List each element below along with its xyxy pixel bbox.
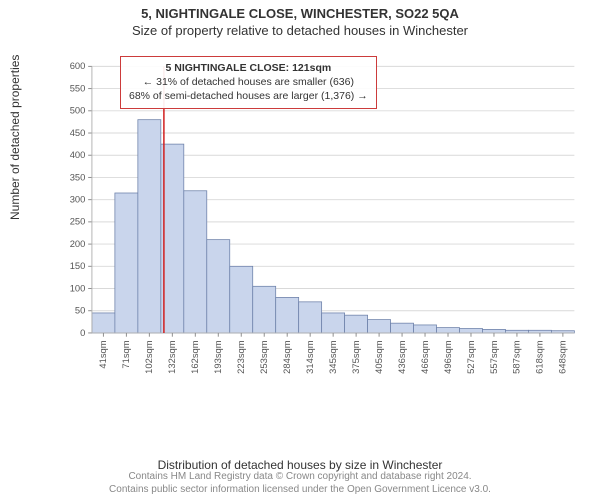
svg-text:527sqm: 527sqm xyxy=(466,340,476,374)
footer-line-2: Contains public sector information licen… xyxy=(0,483,600,496)
svg-text:200: 200 xyxy=(70,239,86,249)
svg-text:102sqm: 102sqm xyxy=(144,340,154,374)
svg-text:193sqm: 193sqm xyxy=(213,340,223,374)
svg-text:587sqm: 587sqm xyxy=(512,340,522,374)
svg-text:50: 50 xyxy=(75,306,85,316)
svg-text:253sqm: 253sqm xyxy=(259,340,269,374)
svg-text:223sqm: 223sqm xyxy=(236,340,246,374)
svg-text:71sqm: 71sqm xyxy=(121,340,131,368)
svg-text:162sqm: 162sqm xyxy=(190,340,200,374)
svg-text:466sqm: 466sqm xyxy=(420,340,430,374)
svg-text:648sqm: 648sqm xyxy=(558,340,568,374)
svg-text:557sqm: 557sqm xyxy=(489,340,499,374)
footer-attribution: Contains HM Land Registry data © Crown c… xyxy=(0,470,600,496)
annotation-line-1: 5 NIGHTINGALE CLOSE: 121sqm xyxy=(129,61,368,75)
svg-text:41sqm: 41sqm xyxy=(98,340,108,368)
footer-line-1: Contains HM Land Registry data © Crown c… xyxy=(0,470,600,483)
chart-area: 0 50 100 150 200 250 300 350 400 450 500 550 600 41sq… xyxy=(60,50,580,400)
svg-text:314sqm: 314sqm xyxy=(305,340,315,374)
chart-subtitle: Size of property relative to detached ho… xyxy=(0,23,600,38)
svg-text:132sqm: 132sqm xyxy=(167,340,177,374)
annotation-line-3: 68% of semi-detached houses are larger (… xyxy=(129,89,368,103)
svg-text:100: 100 xyxy=(70,283,86,293)
svg-text:350: 350 xyxy=(70,172,86,182)
svg-text:618sqm: 618sqm xyxy=(535,340,545,374)
svg-text:284sqm: 284sqm xyxy=(282,340,292,374)
svg-text:375sqm: 375sqm xyxy=(351,340,361,374)
svg-text:436sqm: 436sqm xyxy=(397,340,407,374)
svg-text:0: 0 xyxy=(80,328,85,338)
svg-text:450: 450 xyxy=(70,128,86,138)
svg-text:500: 500 xyxy=(70,106,86,116)
svg-text:496sqm: 496sqm xyxy=(443,340,453,374)
svg-text:400: 400 xyxy=(70,150,86,160)
annotation-line-2: ← 31% of detached houses are smaller (63… xyxy=(129,75,368,89)
annotation-box: 5 NIGHTINGALE CLOSE: 121sqm ← 31% of det… xyxy=(120,56,377,109)
y-axis-label: Number of detached properties xyxy=(8,55,22,220)
svg-text:300: 300 xyxy=(70,194,86,204)
svg-text:345sqm: 345sqm xyxy=(328,340,338,374)
svg-text:250: 250 xyxy=(70,217,86,227)
svg-text:550: 550 xyxy=(70,83,86,93)
svg-text:150: 150 xyxy=(70,261,86,271)
address-title: 5, NIGHTINGALE CLOSE, WINCHESTER, SO22 5… xyxy=(0,6,600,21)
svg-text:405sqm: 405sqm xyxy=(374,340,384,374)
svg-text:600: 600 xyxy=(70,61,86,71)
